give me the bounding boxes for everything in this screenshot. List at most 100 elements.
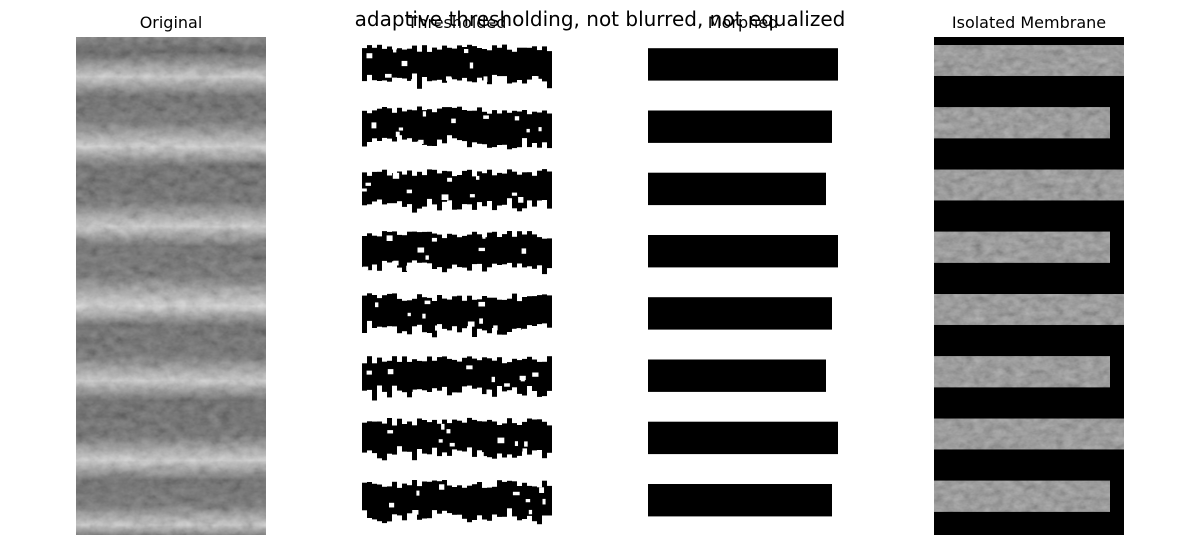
threshold-block xyxy=(377,44,382,81)
threshold-block xyxy=(407,109,412,139)
threshold-block xyxy=(362,363,367,391)
threshold-block xyxy=(487,169,492,201)
threshold-speckle xyxy=(441,194,449,201)
threshold-speckle xyxy=(538,127,542,132)
threshold-speckle xyxy=(366,370,372,375)
threshold-speckle xyxy=(469,62,474,69)
morphed-band xyxy=(648,484,832,517)
threshold-speckle xyxy=(483,115,489,119)
threshold-block xyxy=(537,361,542,397)
threshold-block xyxy=(512,171,517,209)
threshold-block xyxy=(402,424,407,452)
threshold-block xyxy=(532,111,537,143)
threshold-block xyxy=(407,170,412,205)
threshold-block xyxy=(427,481,432,519)
threshold-block xyxy=(452,296,457,327)
threshold-speckle xyxy=(392,172,400,179)
threshold-block xyxy=(487,232,492,268)
threshold-block xyxy=(532,296,537,326)
threshold-block xyxy=(502,299,507,335)
threshold-block xyxy=(512,236,517,268)
threshold-block xyxy=(402,356,407,393)
threshold-block xyxy=(457,45,462,81)
threshold-block xyxy=(517,231,522,264)
threshold-block xyxy=(392,112,397,142)
threshold-speckle xyxy=(525,499,531,503)
threshold-block xyxy=(447,233,452,269)
threshold-speckle xyxy=(386,235,393,242)
threshold-block xyxy=(462,110,467,142)
threshold-block xyxy=(512,358,517,388)
threshold-speckle xyxy=(398,127,404,131)
threshold-block xyxy=(547,356,552,391)
threshold-block xyxy=(517,360,522,394)
threshold-block xyxy=(437,481,442,514)
threshold-speckle xyxy=(422,111,427,117)
threshold-block xyxy=(482,173,487,207)
threshold-block xyxy=(397,107,402,136)
threshold-block xyxy=(367,293,372,321)
threshold-block xyxy=(462,487,467,519)
threshold-block xyxy=(527,418,532,455)
threshold-block xyxy=(422,175,427,207)
threshold-block xyxy=(462,170,467,205)
threshold-block xyxy=(502,363,507,392)
threshold-block xyxy=(377,421,382,459)
threshold-block xyxy=(407,300,412,335)
threshold-block xyxy=(507,112,512,150)
threshold-block xyxy=(492,231,497,264)
threshold-block xyxy=(487,113,492,148)
membrane-texture xyxy=(934,294,1124,325)
threshold-block xyxy=(442,238,447,273)
threshold-block xyxy=(387,46,392,82)
threshold-speckle xyxy=(497,437,505,444)
membrane-texture xyxy=(934,356,1110,388)
threshold-block xyxy=(467,485,472,523)
threshold-block xyxy=(397,48,402,78)
threshold-block xyxy=(387,175,392,204)
threshold-block xyxy=(447,107,452,136)
threshold-block xyxy=(497,172,502,206)
threshold-speckle xyxy=(411,79,415,84)
threshold-block xyxy=(417,106,422,142)
morphed-band xyxy=(648,297,832,330)
threshold-block xyxy=(542,46,547,82)
threshold-block xyxy=(382,107,387,138)
threshold-block xyxy=(492,421,497,459)
threshold-block xyxy=(502,423,507,458)
threshold-block xyxy=(397,487,402,516)
threshold-block xyxy=(477,299,482,329)
threshold-block xyxy=(372,363,377,401)
threshold-block xyxy=(432,301,437,338)
threshold-speckle xyxy=(395,131,400,137)
morphed-band xyxy=(648,359,826,392)
threshold-block xyxy=(412,359,417,392)
threshold-block xyxy=(427,51,432,82)
threshold-block xyxy=(432,169,437,205)
threshold-block xyxy=(522,172,527,209)
threshold-block xyxy=(387,108,392,139)
threshold-block xyxy=(432,233,437,269)
morphed-band xyxy=(648,110,832,143)
threshold-speckle xyxy=(478,301,486,307)
threshold-block xyxy=(507,298,512,332)
threshold-speckle xyxy=(516,328,522,333)
threshold-block xyxy=(502,173,507,205)
threshold-block xyxy=(507,362,512,391)
threshold-block xyxy=(517,301,522,330)
threshold-speckle xyxy=(375,302,379,308)
threshold-block xyxy=(382,295,387,328)
threshold-block xyxy=(437,234,442,268)
threshold-block xyxy=(532,419,537,451)
threshold-block xyxy=(532,46,537,76)
threshold-block xyxy=(452,48,457,80)
threshold-block xyxy=(472,299,477,337)
threshold-speckle xyxy=(518,197,524,203)
threshold-block xyxy=(547,425,552,453)
threshold-block xyxy=(427,297,432,333)
threshold-block xyxy=(472,46,477,83)
threshold-block xyxy=(412,175,417,213)
threshold-block xyxy=(537,295,542,325)
threshold-block xyxy=(537,170,542,201)
membrane-texture xyxy=(934,480,1110,512)
